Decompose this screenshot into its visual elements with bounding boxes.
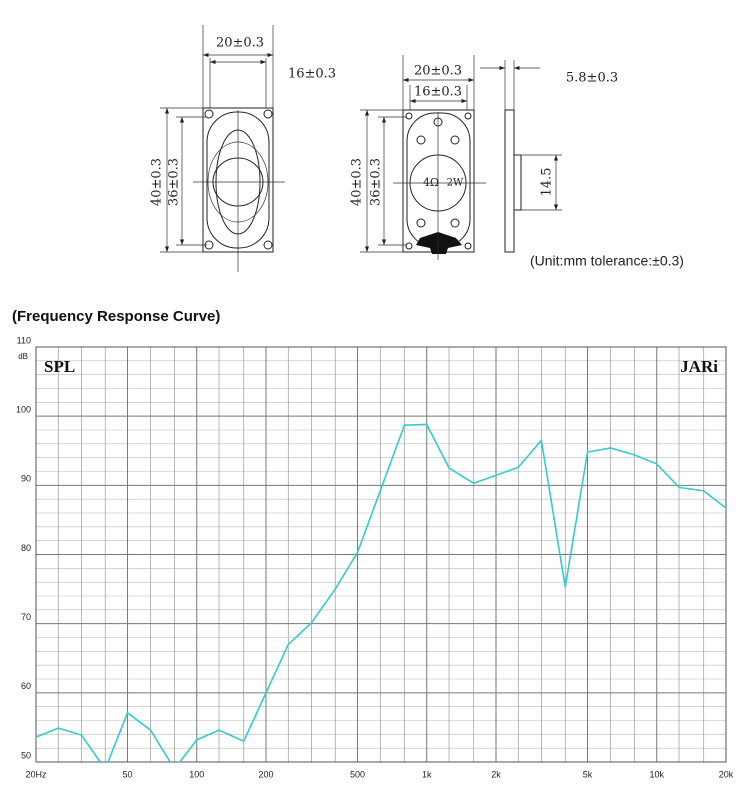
y-tick-label: 60	[21, 681, 31, 691]
x-tick-label: 10k	[650, 769, 665, 779]
front-view: 20±0.3 16±0.3 40±0.3 36±0.3	[150, 25, 336, 272]
x-tick-label: 2k	[491, 769, 501, 779]
dim-label: 36±0.3	[167, 158, 182, 206]
x-tick-label: 50	[123, 769, 133, 779]
y-tick-label: 100	[16, 405, 31, 415]
power: 2W	[447, 178, 464, 189]
dim-label: 20±0.3	[216, 36, 264, 51]
unit-note: (Unit:mm tolerance:±0.3)	[530, 253, 684, 269]
dim-label: 20±0.3	[414, 64, 462, 79]
chart: 50 60 70 80 90 100 110 20Hz 50 100 200 500 1k 2k 5k 10k…	[16, 335, 734, 779]
dim-label: 40±0.3	[150, 158, 165, 206]
dim-label: 40±0.3	[350, 158, 365, 206]
dim-label: 14.5	[540, 168, 555, 197]
x-tick-label: 20k	[719, 769, 734, 779]
y-tick-label: 110	[17, 335, 31, 345]
side-view: 5.8±0.3 14.5	[480, 60, 618, 253]
impedance: 4Ω	[423, 176, 439, 189]
y-tick-label: 80	[21, 543, 31, 553]
y-unit: dB	[18, 352, 28, 361]
dim-label: 5.8±0.3	[566, 71, 618, 86]
dim-label: 16±0.3	[414, 85, 462, 100]
x-tick-label: 100	[189, 769, 204, 779]
x-tick-label: 500	[350, 769, 365, 779]
x-tick-label: 200	[258, 769, 273, 779]
x-tick-label: 20Hz	[25, 769, 47, 779]
dim-label: 16±0.3	[288, 67, 336, 82]
y-tick-label: 70	[21, 612, 31, 622]
annotation: SPL	[44, 357, 75, 376]
y-tick-label: 90	[21, 474, 31, 484]
annotation: JARi	[680, 357, 718, 376]
x-tick-label: 5k	[583, 769, 593, 779]
response-curve	[36, 423, 726, 762]
y-tick-label: 50	[21, 750, 31, 760]
back-view: 20±0.3 16±0.3 40±0.3 36±0.3 4Ω 2W	[350, 55, 486, 260]
x-tick-label: 1k	[422, 769, 432, 779]
chart-title: (Frequency Response Curve)	[12, 308, 220, 325]
plot-frame	[35, 346, 727, 763]
dim-label: 36±0.3	[369, 158, 384, 206]
